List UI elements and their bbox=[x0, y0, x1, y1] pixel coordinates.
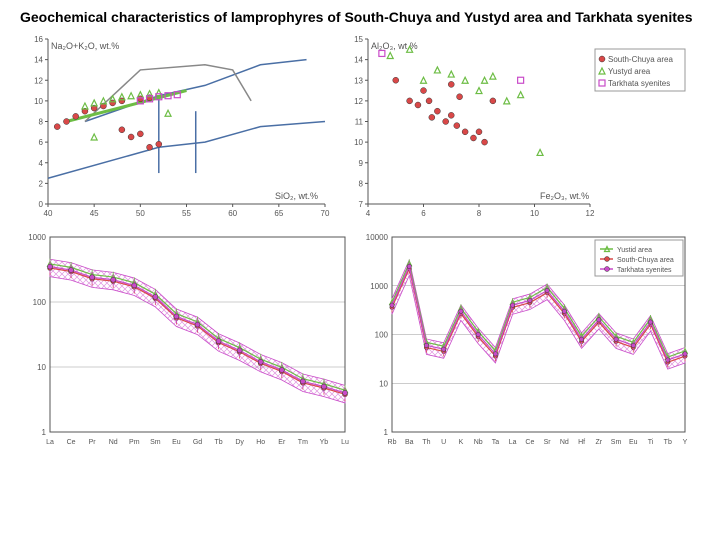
svg-text:12: 12 bbox=[34, 76, 43, 85]
main-title: Geochemical characteristics of lamprophy… bbox=[20, 8, 700, 26]
svg-text:4: 4 bbox=[366, 209, 371, 218]
svg-text:Ti: Ti bbox=[648, 439, 654, 446]
svg-text:Yb: Yb bbox=[320, 439, 329, 446]
svg-text:La: La bbox=[46, 439, 54, 446]
svg-text:16: 16 bbox=[34, 35, 43, 44]
svg-text:Ho: Ho bbox=[256, 439, 265, 446]
svg-text:10: 10 bbox=[354, 138, 363, 147]
svg-text:7: 7 bbox=[359, 200, 364, 209]
svg-text:Dy: Dy bbox=[235, 439, 244, 446]
svg-text:8: 8 bbox=[39, 118, 44, 127]
svg-text:40: 40 bbox=[44, 209, 53, 218]
svg-text:Y: Y bbox=[683, 439, 688, 446]
svg-text:Pr: Pr bbox=[89, 439, 97, 446]
svg-text:12: 12 bbox=[586, 209, 595, 218]
svg-text:K: K bbox=[459, 439, 464, 446]
svg-text:10000: 10000 bbox=[366, 233, 389, 242]
svg-text:South-Chuya area: South-Chuya area bbox=[608, 55, 673, 64]
svg-text:South-Chuya area: South-Chuya area bbox=[617, 257, 674, 264]
chart-spider: 1 10 100 1000 10000 Rb Ba Th U K Nb Ta La Ce Sr Nd Hf Zr S… bbox=[360, 232, 690, 452]
svg-text:Sr: Sr bbox=[544, 439, 552, 446]
svg-text:Hf: Hf bbox=[578, 439, 585, 446]
svg-text:Tb: Tb bbox=[664, 439, 672, 446]
svg-text:6: 6 bbox=[421, 209, 426, 218]
svg-text:Ta: Ta bbox=[492, 439, 500, 446]
svg-text:8: 8 bbox=[359, 180, 364, 189]
chart-ree: 1 10 100 1000 La Ce Pr Nd Pm Sm Eu Gd Tb Dy Ho Er Tm Yb Lu bbox=[20, 232, 350, 452]
svg-text:10: 10 bbox=[37, 363, 46, 372]
svg-text:Pm: Pm bbox=[129, 439, 140, 446]
chart-al-fe: 4681012789101112131415Al₂O₃, wt.%Fe₂O₃, … bbox=[340, 34, 690, 224]
svg-text:Nd: Nd bbox=[560, 439, 569, 446]
svg-text:8: 8 bbox=[477, 209, 482, 218]
svg-text:0: 0 bbox=[39, 200, 44, 209]
svg-text:1: 1 bbox=[42, 428, 47, 437]
svg-text:Eu: Eu bbox=[629, 439, 638, 446]
svg-text:Th: Th bbox=[422, 439, 430, 446]
svg-text:65: 65 bbox=[274, 209, 283, 218]
svg-text:45: 45 bbox=[90, 209, 99, 218]
svg-text:Ba: Ba bbox=[405, 439, 414, 446]
svg-text:13: 13 bbox=[354, 76, 363, 85]
svg-text:2: 2 bbox=[39, 180, 44, 189]
svg-text:Sm: Sm bbox=[150, 439, 161, 446]
svg-text:100: 100 bbox=[33, 298, 47, 307]
svg-text:14: 14 bbox=[354, 56, 363, 65]
svg-text:4: 4 bbox=[39, 159, 44, 168]
svg-text:Er: Er bbox=[278, 439, 286, 446]
svg-text:12: 12 bbox=[354, 97, 363, 106]
svg-text:50: 50 bbox=[136, 209, 145, 218]
svg-text:Ce: Ce bbox=[67, 439, 76, 446]
svg-text:60: 60 bbox=[228, 209, 237, 218]
svg-text:Fe₂O₃, wt.%: Fe₂O₃, wt.% bbox=[540, 191, 589, 201]
svg-text:Tb: Tb bbox=[214, 439, 222, 446]
svg-text:10: 10 bbox=[34, 97, 43, 106]
svg-text:Tarkhata syenites: Tarkhata syenites bbox=[608, 79, 670, 88]
svg-text:Lu: Lu bbox=[341, 439, 349, 446]
svg-text:6: 6 bbox=[39, 138, 44, 147]
svg-text:10: 10 bbox=[530, 209, 539, 218]
svg-text:1: 1 bbox=[384, 428, 389, 437]
svg-text:15: 15 bbox=[354, 35, 363, 44]
svg-text:Rb: Rb bbox=[388, 439, 397, 446]
svg-text:Eu: Eu bbox=[172, 439, 181, 446]
svg-text:Nd: Nd bbox=[109, 439, 118, 446]
svg-text:Ce: Ce bbox=[525, 439, 534, 446]
svg-text:Gd: Gd bbox=[193, 439, 202, 446]
svg-text:Yustid area: Yustid area bbox=[617, 247, 652, 254]
svg-text:70: 70 bbox=[321, 209, 330, 218]
svg-text:Na₂O+K₂O, wt.%: Na₂O+K₂O, wt.% bbox=[51, 41, 119, 51]
svg-text:Tarkhata syenites: Tarkhata syenites bbox=[617, 267, 672, 274]
svg-text:100: 100 bbox=[375, 331, 389, 340]
svg-text:Zr: Zr bbox=[596, 439, 603, 446]
svg-text:14: 14 bbox=[34, 56, 43, 65]
svg-text:Nb: Nb bbox=[474, 439, 483, 446]
svg-text:Yustyd area: Yustyd area bbox=[608, 67, 651, 76]
svg-text:Tm: Tm bbox=[298, 439, 308, 446]
svg-text:SiO₂, wt.%: SiO₂, wt.% bbox=[275, 191, 318, 201]
svg-text:La: La bbox=[509, 439, 517, 446]
svg-text:9: 9 bbox=[359, 159, 364, 168]
svg-text:1000: 1000 bbox=[28, 233, 46, 242]
svg-text:55: 55 bbox=[182, 209, 191, 218]
chart-tas: 40 45 50 55 60 65 70 0 2 4 6 8 10 12 14 16 Na₂O+K₂O, wt.… bbox=[20, 34, 330, 224]
svg-text:Sm: Sm bbox=[611, 439, 622, 446]
svg-text:10: 10 bbox=[379, 379, 388, 388]
svg-text:1000: 1000 bbox=[370, 282, 388, 291]
svg-text:U: U bbox=[441, 439, 446, 446]
svg-text:11: 11 bbox=[355, 118, 364, 127]
